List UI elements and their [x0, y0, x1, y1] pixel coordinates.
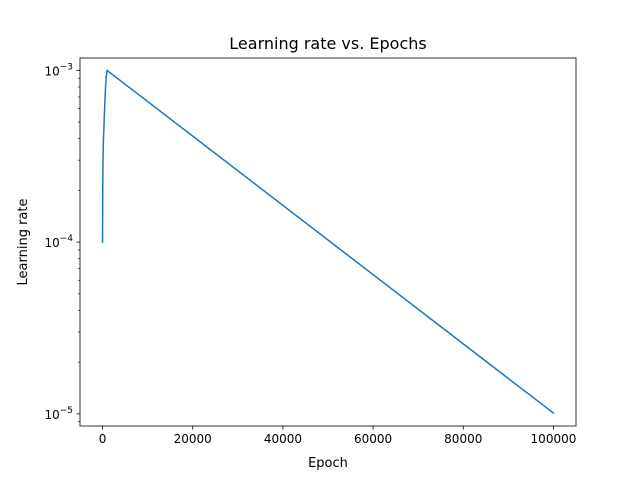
x-tick-label: 20000: [174, 432, 212, 446]
plot-area: [101, 69, 555, 415]
y-axis-label: Learning rate: [16, 199, 31, 286]
chart-title: Learning rate vs. Epochs: [229, 34, 426, 53]
x-tick-label: 40000: [264, 432, 302, 446]
x-tick-label: 100000: [531, 432, 577, 446]
x-axis: 0 20000 40000 60000 80000 100000: [99, 426, 577, 446]
y-tick-label: 10−3: [44, 62, 73, 78]
axes-frame: [79, 57, 577, 427]
x-tick-label: 60000: [354, 432, 392, 446]
y-tick-label: 10−4: [44, 234, 73, 250]
x-tick-label: 80000: [444, 432, 482, 446]
x-tick-label: 0: [99, 432, 107, 446]
y-axis: 10−5 10−4 10−3: [44, 62, 80, 423]
y-tick-label: 10−5: [44, 406, 73, 422]
x-axis-label: Epoch: [308, 456, 348, 471]
series-line: [101, 69, 555, 415]
